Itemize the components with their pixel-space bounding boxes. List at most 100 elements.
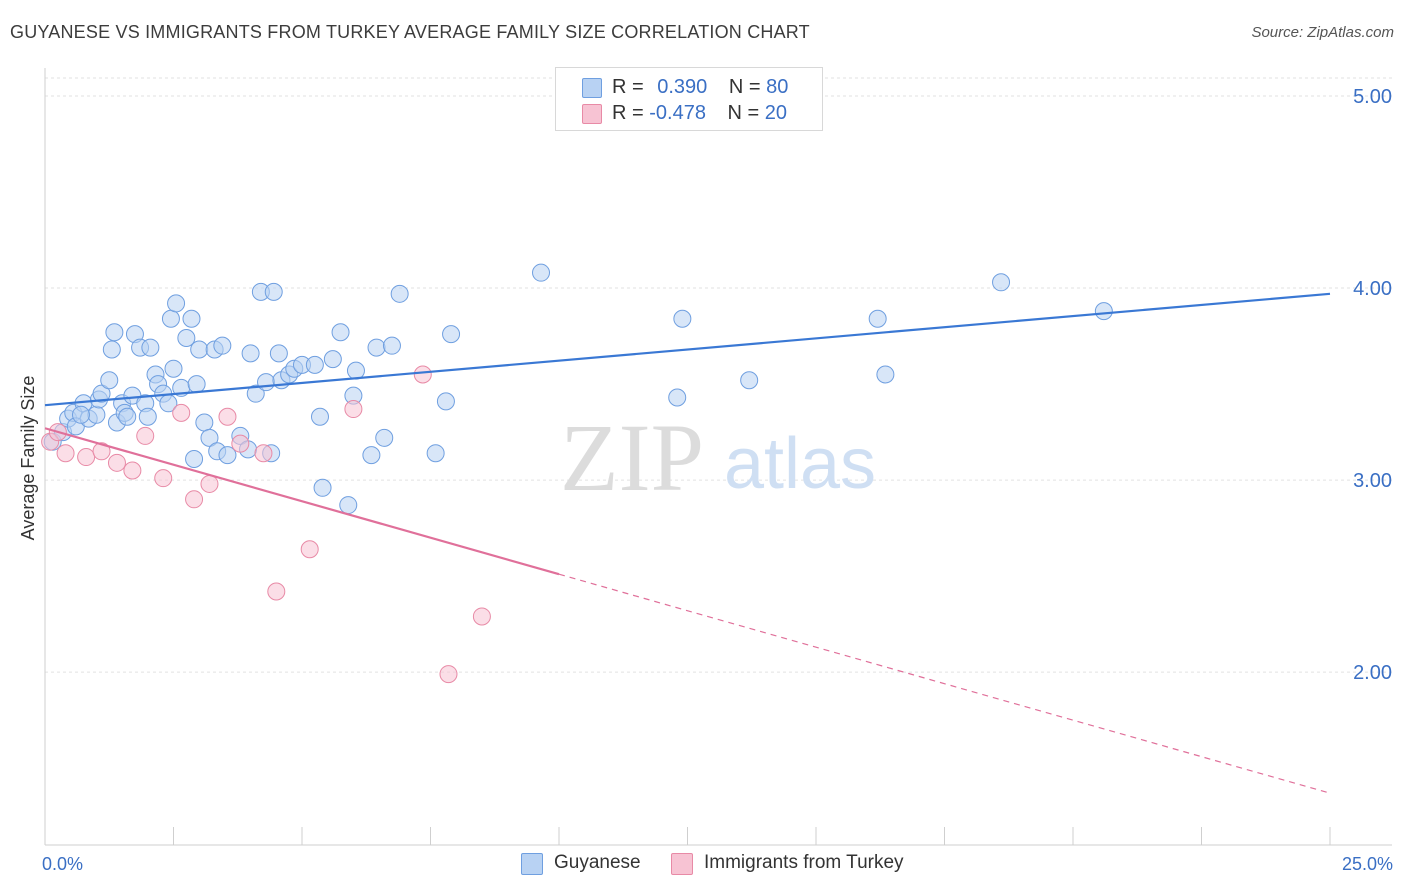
legend-n-value-guyanese: 80 — [766, 76, 789, 98]
turkey-point — [154, 469, 173, 488]
turkey-point — [300, 540, 319, 559]
guyanese-point — [532, 263, 551, 282]
guyanese-point — [673, 309, 692, 328]
guyanese-point — [92, 384, 111, 403]
legend-swatch-guyanese — [582, 78, 602, 98]
guyanese-point — [102, 340, 121, 359]
turkey-point — [136, 426, 155, 445]
guyanese-point — [305, 355, 324, 374]
turkey-point — [200, 474, 219, 493]
y-tick-label: 4.00 — [1353, 278, 1392, 300]
guyanese-point — [167, 294, 186, 313]
guyanese-point — [382, 336, 401, 355]
x-tick-label: 25.0% — [1342, 854, 1393, 874]
legend-n-value-turkey: 20 — [764, 102, 788, 124]
guyanese-point — [185, 449, 204, 468]
guyanese-point — [161, 309, 180, 328]
guyanese-point — [177, 328, 196, 347]
guyanese-point — [100, 371, 119, 390]
y-axis-label: Average Family Size — [18, 376, 38, 541]
bottom-swatch-turkey — [671, 853, 693, 875]
guyanese-point — [426, 444, 445, 463]
turkey-point — [267, 582, 286, 601]
legend-r-value-guyanese: 0.390 — [657, 76, 708, 98]
source-label: Source: ZipAtlas.com — [1251, 24, 1394, 41]
guyanese-point — [331, 323, 350, 342]
guyanese-point — [740, 371, 759, 390]
x-tick-label: 0.0% — [42, 854, 83, 874]
guyanese-point — [87, 405, 106, 424]
turkey-point — [172, 403, 191, 422]
turkey-trend-line-extension — [558, 573, 1331, 794]
y-tick-label: 3.00 — [1353, 470, 1392, 492]
guyanese-point — [182, 309, 201, 328]
turkey-point — [439, 665, 458, 684]
gridlines — [45, 77, 1392, 673]
trend-lines — [44, 292, 1331, 794]
bottom-swatch-guyanese — [521, 853, 543, 875]
guyanese-point — [257, 373, 276, 392]
guyanese-point — [390, 284, 409, 303]
legend-r-label: R = — [612, 76, 644, 98]
guyanese-points — [43, 263, 1113, 515]
guyanese-point — [138, 407, 157, 426]
guyanese-point — [190, 340, 209, 359]
guyanese-point — [339, 496, 358, 515]
y-tick-label: 2.00 — [1353, 662, 1392, 684]
turkey-point — [107, 453, 126, 472]
guyanese-point — [141, 338, 160, 357]
turkey-point — [413, 365, 432, 384]
guyanese-point — [213, 336, 232, 355]
guyanese-point — [375, 428, 394, 447]
guyanese-point — [668, 388, 687, 407]
chart-title: GUYANESE VS IMMIGRANTS FROM TURKEY AVERA… — [10, 22, 810, 42]
guyanese-point — [876, 365, 895, 384]
guyanese-point — [367, 338, 386, 357]
guyanese-point — [218, 446, 237, 465]
turkey-point — [77, 448, 96, 467]
legend-n-label: N = — [728, 76, 761, 98]
guyanese-point — [200, 428, 219, 447]
legend-n-label: N = — [727, 102, 760, 124]
stats-legend: R = 0.390 N = 80 R = -0.478 N = 20 — [555, 67, 823, 131]
turkey-point — [231, 434, 250, 453]
watermark-atlas: atlas — [724, 424, 876, 504]
guyanese-point — [71, 405, 90, 424]
bottom-legend-label-turkey: Immigrants from Turkey — [704, 852, 904, 873]
turkey-point — [123, 461, 142, 480]
guyanese-point — [346, 361, 365, 380]
watermark: ZIP atlas — [560, 404, 876, 511]
guyanese-point — [442, 325, 461, 344]
turkey-point — [344, 400, 363, 419]
guyanese-point — [118, 407, 137, 426]
turkey-point — [185, 490, 204, 509]
guyanese-point — [187, 375, 206, 394]
guyanese-point — [269, 344, 288, 363]
y-tick-label: 5.00 — [1353, 86, 1392, 108]
turkey-point — [472, 607, 491, 626]
guyanese-point — [868, 309, 887, 328]
turkey-point — [92, 442, 111, 461]
watermark-zip: ZIP — [560, 404, 704, 511]
guyanese-point — [310, 407, 329, 426]
guyanese-point — [313, 478, 332, 497]
legend-swatch-turkey — [582, 104, 602, 124]
legend-r-label: R = — [612, 102, 644, 124]
guyanese-point — [164, 359, 183, 378]
guyanese-point — [195, 413, 214, 432]
guyanese-point — [1094, 302, 1113, 321]
guyanese-point — [241, 344, 260, 363]
turkey-point — [254, 444, 273, 463]
tick-labels: 2.00 3.00 4.00 5.00 0.0% 25.0% — [42, 86, 1393, 874]
bottom-legend-label-guyanese: Guyanese — [554, 852, 641, 873]
guyanese-trend-line — [44, 292, 1331, 407]
turkey-point — [218, 407, 237, 426]
turkey-points — [41, 365, 491, 684]
turkey-trend-line — [44, 427, 560, 576]
guyanese-point — [105, 323, 124, 342]
guyanese-point — [323, 350, 342, 369]
guyanese-point — [992, 273, 1011, 292]
guyanese-point — [436, 392, 455, 411]
axes — [44, 68, 1392, 846]
